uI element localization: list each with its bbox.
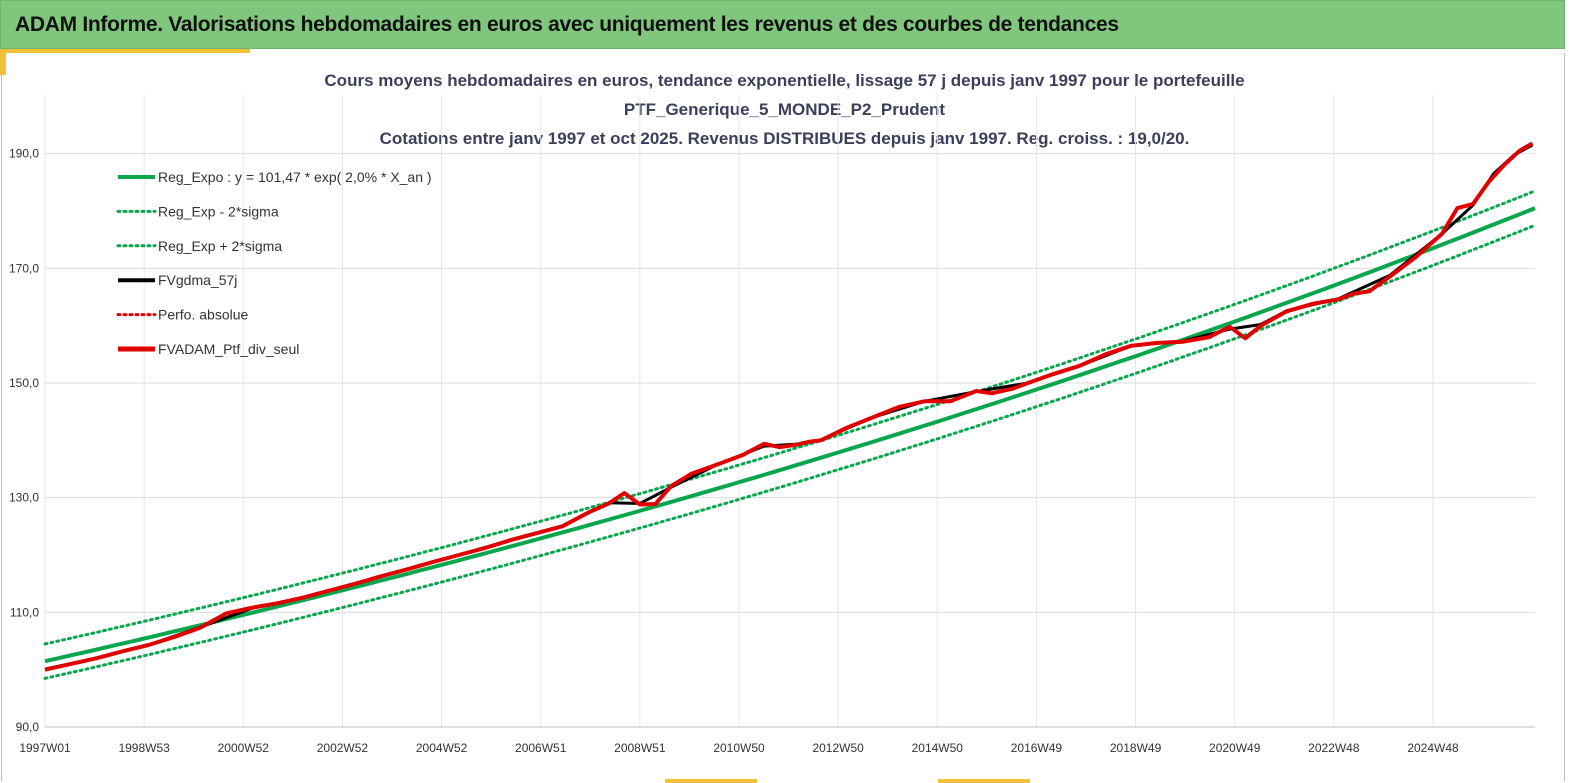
legend-label: Reg_Exp + 2*sigma: [158, 238, 282, 254]
accent-bar-left: [0, 49, 6, 75]
x-tick-label: 1997W01: [19, 741, 71, 755]
y-tick-label: 130,0: [9, 491, 39, 505]
bottom-accent-1: [665, 779, 757, 783]
y-tick-label: 170,0: [9, 261, 39, 275]
accent-bar: [0, 49, 250, 53]
y-tick-label: 90,0: [16, 720, 40, 734]
x-tick-label: 2022W48: [1308, 741, 1360, 755]
x-tick-label: 2024W48: [1407, 741, 1459, 755]
x-tick-label: 2008W51: [614, 741, 666, 755]
series-reg-exp-plus-2sigma: [43, 189, 1537, 646]
y-tick-label: 110,0: [10, 605, 39, 619]
header-banner: ADAM Informe. Valorisations hebdomadaire…: [0, 0, 1565, 49]
series-reg-expo: [44, 206, 1536, 664]
legend-label: Perfo. absolue: [158, 307, 248, 323]
chart-title-line-2: PTF_Generique_5_MONDE_P2_Prudent: [623, 100, 946, 119]
series-reg-exp-minus-2sigma: [43, 223, 1537, 680]
series-fvadam-ptf-div-seul: [44, 141, 1534, 672]
y-tick-label: 150,0: [9, 376, 39, 390]
header-title: ADAM Informe. Valorisations hebdomadaire…: [15, 13, 1119, 36]
y-tick-label: 190,0: [9, 147, 39, 161]
legend-label: Reg_Expo : y = 101,47 * exp( 2,0% * X_an…: [158, 169, 432, 185]
x-tick-label: 2010W50: [713, 741, 765, 755]
legend-label: FVgdma_57j: [158, 272, 237, 288]
chart-title-line-1: Cours moyens hebdomadaires en euros, ten…: [324, 71, 1245, 90]
x-tick-label: 2014W50: [912, 741, 964, 755]
x-tick-label: 2020W49: [1209, 741, 1261, 755]
x-tick-label: 2000W52: [218, 741, 270, 755]
x-tick-label: 2012W50: [812, 741, 864, 755]
legend-label: Reg_Exp - 2*sigma: [158, 203, 279, 219]
x-tick-label: 2006W51: [515, 741, 567, 755]
chart-title-line-3: Cotations entre janv 1997 et oct 2025. R…: [379, 129, 1190, 148]
bottom-accent-2: [938, 779, 1030, 783]
x-tick-label: 2018W49: [1110, 741, 1162, 755]
x-tick-label: 2004W52: [416, 741, 468, 755]
x-tick-label: 2002W52: [317, 741, 369, 755]
x-tick-label: 1998W53: [118, 741, 170, 755]
x-tick-label: 2016W49: [1011, 741, 1063, 755]
chart-frame: [1, 53, 1565, 781]
legend-label: FVADAM_Ptf_div_seul: [158, 341, 299, 357]
